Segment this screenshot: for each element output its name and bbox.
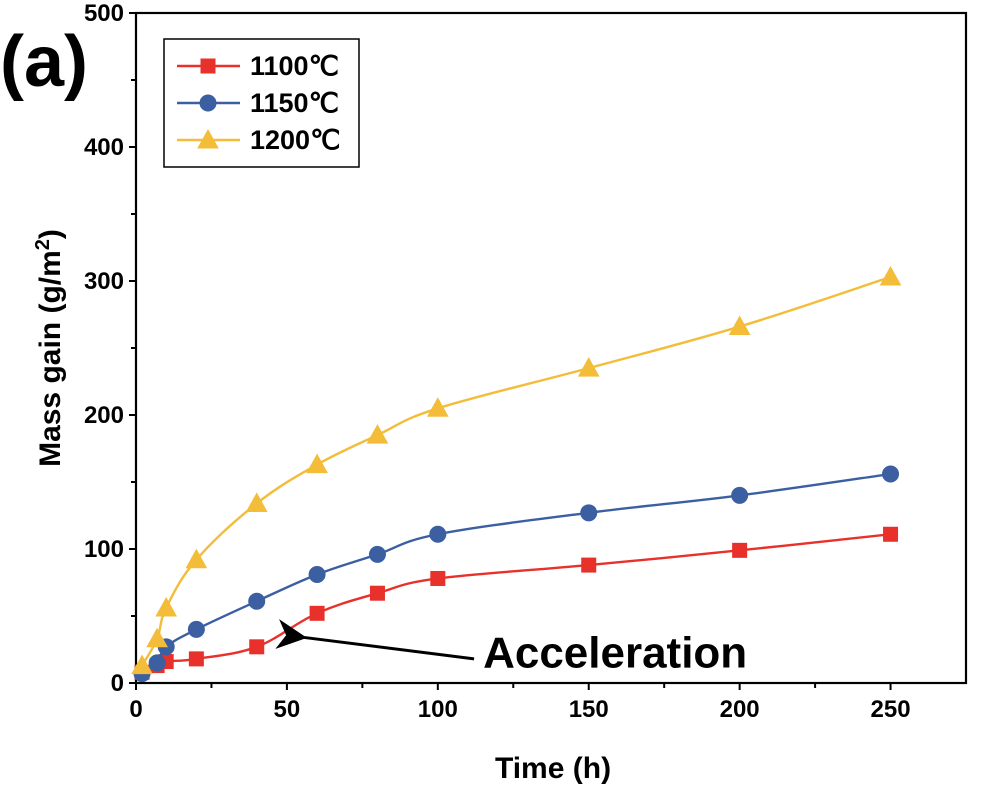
legend-marker [199, 94, 217, 112]
x-axis-title: Time (h) [495, 752, 611, 785]
y-tick-label: 400 [84, 134, 124, 161]
data-point [430, 570, 446, 586]
series-lines [131, 265, 902, 683]
y-tick-label: 100 [84, 536, 124, 563]
axes: 0 50 100 150 200 250 0 100 200 300 400 500 [84, 0, 968, 723]
y-tick-label: 200 [84, 402, 124, 429]
data-point [580, 504, 598, 522]
data-point [146, 627, 168, 648]
data-point [148, 654, 166, 672]
acceleration-arrow [275, 619, 475, 661]
data-point [131, 654, 153, 675]
x-tick-label: 150 [569, 696, 609, 723]
data-point [308, 565, 326, 583]
data-point [245, 492, 268, 512]
data-point [879, 265, 902, 286]
data-point [883, 526, 899, 542]
y-tick-label: 0 [111, 670, 124, 697]
data-point [248, 592, 266, 610]
data-point [426, 397, 449, 417]
data-point [187, 620, 205, 638]
x-tick-label: 100 [418, 696, 458, 723]
data-point [309, 605, 325, 621]
data-point [728, 315, 751, 336]
data-point [732, 542, 748, 558]
legend-entry-1: 1100℃ [177, 51, 339, 81]
x-tick-label: 200 [720, 696, 760, 723]
acceleration-label: Acceleration [483, 629, 747, 678]
y-tick-label: 300 [84, 268, 124, 295]
data-point [188, 651, 204, 667]
y-axis-title-main: Mass gain (g/m [34, 250, 67, 467]
data-point [306, 453, 328, 474]
data-point [185, 548, 208, 569]
x-tick-label: 0 [129, 696, 142, 723]
data-point [249, 639, 265, 655]
data-point [882, 465, 900, 483]
legend-entry-3: 1200℃ [177, 125, 340, 155]
y-axis-title-superscript: 2 [32, 239, 54, 250]
data-point [369, 585, 385, 601]
y-axis-title: Mass gain (g/m2) [32, 229, 67, 467]
panel-label: (a) [0, 22, 88, 102]
data-point [731, 486, 749, 504]
y-axis-title-tail: ) [34, 229, 67, 239]
legend-label: 1150℃ [250, 88, 339, 118]
data-point [429, 525, 447, 543]
data-point [368, 545, 386, 563]
x-tick-label: 250 [871, 696, 911, 723]
data-point [577, 357, 600, 377]
data-point [155, 596, 178, 617]
legend-marker [197, 128, 219, 149]
annotation: Acceleration [275, 619, 747, 678]
series-3 [131, 265, 902, 675]
x-tick-label: 50 [274, 696, 301, 723]
legend-label: 1100℃ [250, 51, 339, 81]
data-point [366, 424, 389, 444]
legend-label: 1200℃ [250, 125, 340, 155]
data-point [581, 557, 597, 573]
y-tick-label: 500 [84, 0, 124, 27]
legend: 1100℃ 1150℃ 1200℃ [163, 38, 360, 168]
legend-marker [200, 58, 216, 74]
legend-entry-2: 1150℃ [177, 88, 339, 118]
